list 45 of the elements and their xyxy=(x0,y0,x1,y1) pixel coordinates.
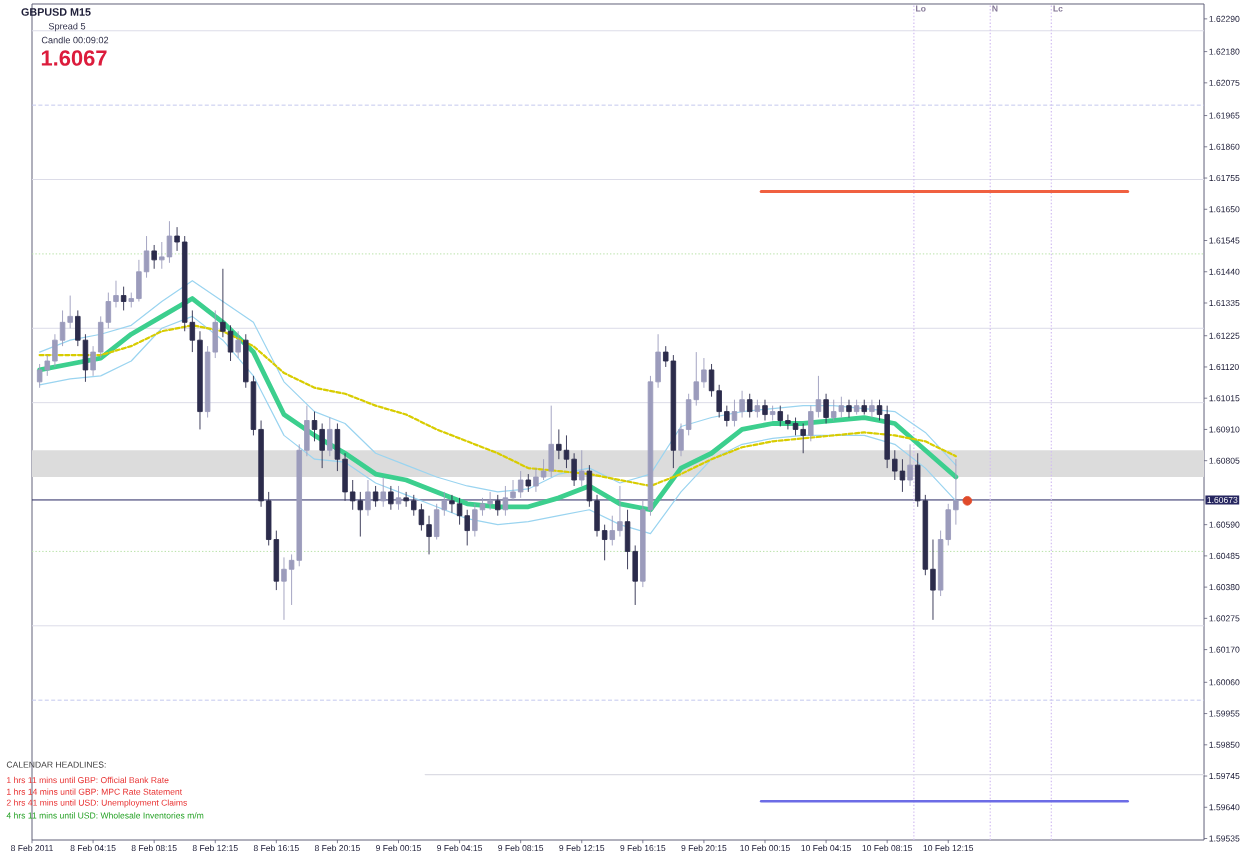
candlestick xyxy=(823,393,829,424)
candlestick xyxy=(380,476,386,508)
candlestick xyxy=(533,467,539,493)
candlestick xyxy=(487,491,493,511)
candlestick xyxy=(403,491,409,508)
candlestick xyxy=(525,473,532,493)
candlestick xyxy=(869,399,875,418)
candlestick xyxy=(556,428,562,460)
annotation: 1.6067 xyxy=(41,50,107,66)
candlestick xyxy=(899,458,906,493)
candlestick xyxy=(739,390,745,418)
candlestick xyxy=(754,399,761,418)
candlestick xyxy=(472,503,478,537)
candlestick xyxy=(830,399,837,421)
candlestick xyxy=(746,393,753,418)
candlestick xyxy=(579,449,585,487)
candlestick xyxy=(388,485,394,511)
line-series xyxy=(39,280,957,493)
candlestick xyxy=(838,396,845,418)
candlestick xyxy=(372,485,379,508)
candlestick xyxy=(120,286,127,311)
candlestick xyxy=(617,485,623,537)
candlestick xyxy=(281,556,287,621)
candlestick xyxy=(853,399,860,415)
candlestick xyxy=(548,405,554,478)
candlestick xyxy=(777,405,783,427)
candlestick xyxy=(846,399,852,418)
candlestick xyxy=(907,443,913,487)
candlestick xyxy=(327,417,333,457)
candlestick xyxy=(395,485,402,511)
candlestick xyxy=(235,330,241,359)
candlestick xyxy=(166,220,173,264)
candlestick xyxy=(517,470,524,499)
candlestick xyxy=(769,405,776,421)
candlestick xyxy=(495,494,501,517)
candlestick xyxy=(502,485,509,517)
candlestick xyxy=(151,244,157,270)
candlestick xyxy=(762,399,768,421)
candlestick xyxy=(36,363,43,389)
candlestick xyxy=(731,399,738,427)
candlestick xyxy=(861,399,867,415)
candlestick xyxy=(365,479,371,517)
candlestick xyxy=(800,423,806,454)
candlestick xyxy=(785,414,791,430)
candlestick xyxy=(670,354,677,469)
